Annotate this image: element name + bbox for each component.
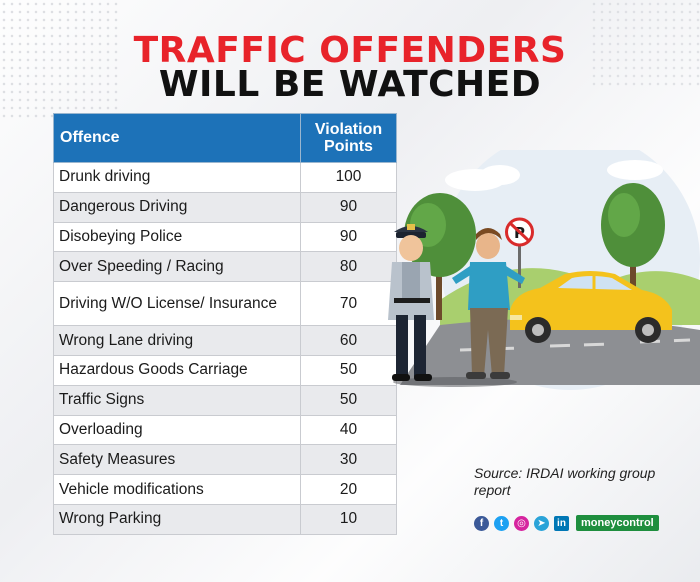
tree-icon [601, 183, 665, 320]
table-row: Wrong Lane driving 60 [53, 325, 397, 356]
cloud-icon [445, 160, 663, 191]
dot-pattern [590, 0, 700, 90]
table-header-row: Offence Violation Points [53, 113, 397, 163]
offence-cell: Drunk driving [53, 162, 301, 193]
header-points-line1: Violation [314, 121, 383, 138]
instagram-icon[interactable]: ◎ [514, 515, 529, 531]
title-line-2: WILL BE WATCHED [158, 64, 542, 105]
header-points-line2: Points [324, 138, 373, 155]
points-cell: 70 [300, 281, 397, 327]
title-line-1: TRAFFIC OFFENDERS [133, 30, 567, 71]
offence-cell: Vehicle modifications [53, 474, 301, 505]
offence-cell: Dangerous Driving [53, 191, 301, 223]
telegram-icon[interactable]: ➤ [534, 515, 549, 531]
table-row: Traffic Signs 50 [53, 384, 397, 416]
no-parking-sign-icon: P [505, 217, 534, 288]
points-cell: 50 [300, 384, 397, 416]
header-offence: Offence [53, 113, 301, 163]
points-cell: 30 [300, 444, 397, 476]
offence-cell: Overloading [53, 414, 301, 446]
table-row: Drunk driving 100 [53, 162, 397, 193]
linkedin-icon[interactable]: in [554, 515, 569, 531]
header-violation-points: Violation Points [300, 113, 397, 163]
car-icon [510, 271, 672, 343]
offence-cell: Wrong Parking [53, 503, 301, 535]
offences-table: Offence Violation Points Drunk driving 1… [53, 113, 397, 535]
policeman-icon [388, 224, 434, 381]
points-cell: 90 [300, 191, 397, 223]
points-cell: 10 [300, 503, 397, 535]
table-row: Overloading 40 [53, 414, 397, 446]
table-row: Wrong Parking 10 [53, 503, 397, 535]
table-row: Driving W/O License/ Insurance 70 [53, 281, 397, 327]
facebook-icon[interactable]: f [474, 515, 489, 531]
table-row: Safety Measures 30 [53, 444, 397, 476]
table-row: Disobeying Police 90 [53, 221, 397, 253]
brand-logo[interactable]: moneycontrol [576, 515, 659, 531]
offence-cell: Disobeying Police [53, 221, 301, 253]
offence-cell: Hazardous Goods Carriage [53, 354, 301, 386]
offence-cell: Safety Measures [53, 444, 301, 476]
driver-man-icon [452, 228, 525, 379]
table-row: Dangerous Driving 90 [53, 191, 397, 223]
traffic-scene-illustration: P [388, 150, 700, 390]
offence-cell: Driving W/O License/ Insurance [53, 281, 301, 327]
offence-cell: Over Speeding / Racing [53, 251, 301, 283]
offence-cell: Wrong Lane driving [53, 325, 301, 356]
source-note: Source: IRDAI working group report [474, 465, 656, 498]
dot-pattern [0, 0, 120, 120]
points-cell: 80 [300, 251, 397, 283]
points-cell: 90 [300, 221, 397, 253]
twitter-icon[interactable]: t [494, 515, 509, 531]
tree-icon [404, 193, 476, 320]
social-bar: f t ◎ ➤ in moneycontrol [474, 514, 659, 532]
points-cell: 100 [300, 162, 397, 193]
points-cell: 60 [300, 325, 397, 356]
offence-cell: Traffic Signs [53, 384, 301, 416]
points-cell: 20 [300, 474, 397, 505]
table-row: Vehicle modifications 20 [53, 474, 397, 505]
table-row: Over Speeding / Racing 80 [53, 251, 397, 283]
table-row: Hazardous Goods Carriage 50 [53, 354, 397, 386]
